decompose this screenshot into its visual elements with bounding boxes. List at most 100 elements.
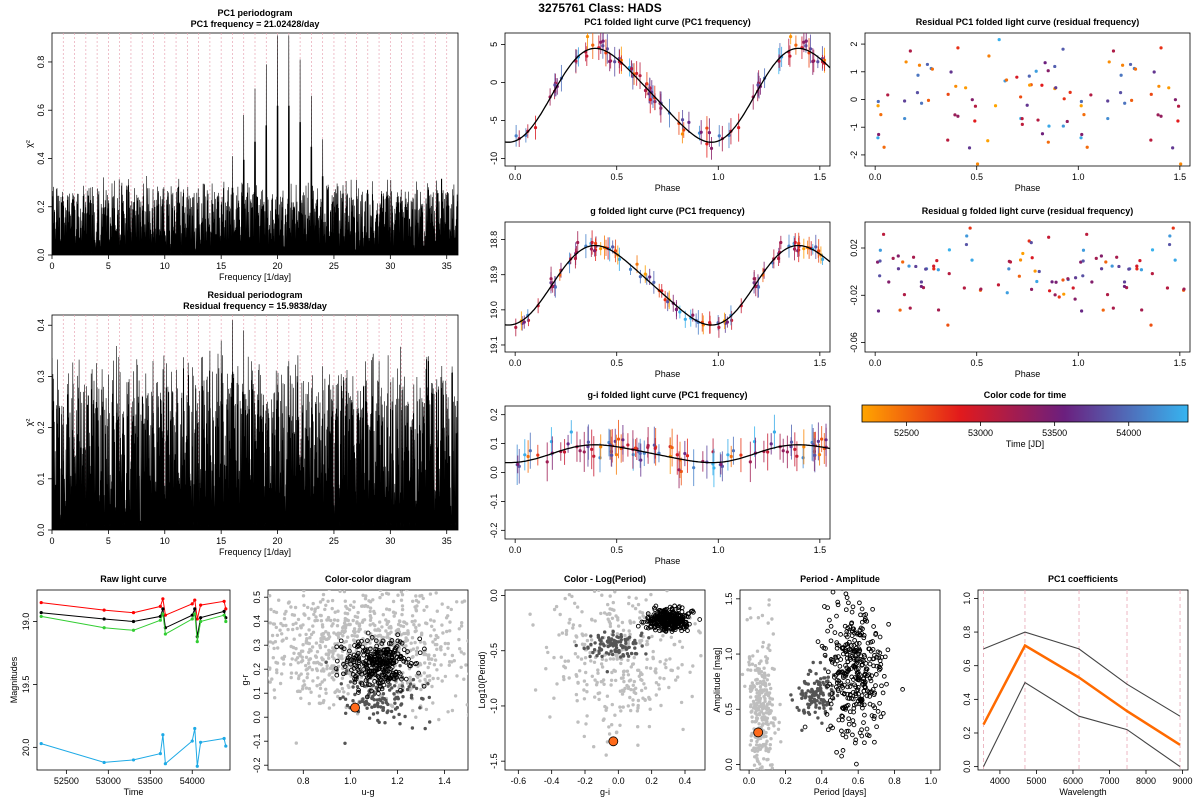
color-color-cluster-1-point-87 (343, 741, 347, 745)
period-amplitude-cluster-1-point-19 (818, 660, 823, 665)
residual-g-folded-point-18-1 (1117, 264, 1121, 269)
color-color-cluster-0-point-315 (450, 653, 455, 658)
color-color-cluster-2-point-198 (347, 653, 353, 659)
period-amplitude-cluster-1-point-103 (812, 697, 817, 701)
period-amplitude-cluster-0-point-32 (752, 772, 755, 775)
pc1-coefficients-series-0-line (982, 643, 1181, 746)
residual-g-folded-point-6-0 (996, 283, 1001, 287)
color-color-cluster-0-point-1 (400, 612, 404, 617)
color-color-cluster-0-point-837 (351, 638, 356, 642)
color-color-xtick-label-0: 0.8 (297, 776, 310, 786)
color-color-cluster-2-point-280 (406, 656, 411, 662)
pc1-folded-point-56-1 (804, 39, 808, 43)
period-amplitude-cluster-0-point-34 (749, 616, 753, 620)
period-amplitude-cluster-2-point-299 (835, 686, 841, 692)
residual-g-folded-point-25-0 (1050, 280, 1054, 284)
residual-g-folded-point-43-0 (896, 267, 901, 271)
residual-g-folded-point-23-0 (1007, 259, 1011, 263)
color-period-cluster-0-point-187 (552, 655, 556, 660)
gi-folded-point-15-0 (626, 443, 630, 447)
color-period-cluster-0-point-100 (584, 633, 588, 637)
color-period-cluster-0-point-214 (693, 622, 697, 626)
g-folded-point-64-0 (666, 300, 670, 304)
color-color-cluster-0-point-206 (278, 628, 282, 632)
color-color-cluster-2-point-7 (364, 694, 370, 700)
color-color-cluster-0-point-836 (414, 608, 418, 612)
period-amplitude-cluster-0-point-261 (758, 685, 763, 689)
color-color-cluster-0-point-452 (304, 655, 309, 659)
gi-folded-point-34-0 (536, 453, 540, 457)
period-amplitude-cluster-0-point-290 (749, 734, 753, 738)
color-period-cluster-2-point-128 (635, 623, 641, 629)
color-color-cluster-0-point-772 (497, 625, 500, 628)
color-color-cluster-0-point-624 (462, 599, 467, 603)
period-amplitude-cluster-1-point-67 (812, 681, 817, 685)
period-amplitude-cluster-0-point-79 (768, 648, 772, 653)
pc1-periodogram-ytick-label-1: 0.2 (36, 200, 46, 213)
residual-g-folded-point-19-0 (1029, 241, 1033, 245)
color-color-cluster-2-point-299 (352, 679, 358, 685)
color-color-cluster-0-point-853 (405, 638, 410, 642)
pc1-folded-point-44-0 (553, 83, 557, 87)
gi-folded-point-32-0 (638, 451, 642, 455)
residual-pc1-folded-point-47-0 (1043, 61, 1047, 65)
color-color-cluster-0-point-691 (406, 632, 410, 636)
color-period-cluster-1-point-87 (609, 649, 613, 653)
color-color-cluster-0-point-314 (273, 696, 277, 700)
color-color-cluster-0-point-532 (344, 639, 348, 644)
gi-folded-point-20-0 (616, 437, 621, 441)
color-period-cluster-1-point-60 (588, 654, 592, 659)
color-period-cluster-0-point-30 (563, 596, 567, 601)
period-amplitude-cluster-2-point-309 (841, 691, 847, 697)
period-amplitude-cluster-2-point-314 (830, 590, 836, 595)
color-period-xlabel: g-i (600, 787, 610, 797)
color-period-cluster-0-point-94 (579, 657, 584, 661)
color-period-cluster-0-point-342 (616, 618, 620, 622)
color-color-cluster-2-point-89 (373, 638, 379, 644)
g-folded-point-16-0 (708, 320, 712, 325)
color-color-cluster-0-point-195 (300, 687, 305, 691)
color-color-cluster-0-point-516 (446, 646, 450, 650)
period-amplitude-cluster-2-point-99 (868, 678, 874, 684)
color-period-cluster-0-point-305 (608, 657, 613, 661)
color-color-cluster-0-point-884 (443, 652, 447, 657)
color-color-cluster-0-point-512 (260, 634, 263, 637)
residual-g-folded-point-64-1 (1081, 259, 1085, 263)
residual-pc1-folded-point-11-0 (946, 138, 950, 142)
color-period-cluster-0-point-219 (651, 649, 655, 654)
gi-folded-point-64-1 (719, 462, 723, 466)
color-color-cluster-0-point-277 (336, 618, 340, 623)
color-period-xtick-label-1: -0.4 (544, 776, 560, 786)
color-color-cluster-0-point-635 (327, 648, 331, 653)
period-amplitude-cluster-0-point-92 (768, 776, 771, 779)
gi-folded-point-23-1 (772, 430, 777, 434)
color-color-cluster-0-point-479 (474, 645, 477, 648)
color-period-ytick-label-2: -1.0 (489, 698, 499, 714)
color-color-cluster-0-point-595 (319, 662, 323, 667)
color-color-cluster-0-point-185 (425, 605, 429, 609)
color-color-cluster-0-point-723 (280, 656, 284, 660)
period-amplitude-cluster-0-point-139 (750, 662, 755, 666)
color-period-cluster-1-point-66 (627, 645, 631, 649)
residual-g-folded-point-54-1 (1085, 232, 1089, 236)
color-color-cluster-2-point-217 (393, 647, 398, 653)
color-color-cluster-2-point-155 (363, 678, 369, 683)
color-color-cluster-0-point-807 (274, 610, 279, 615)
period-amplitude-cluster-2-point-271 (828, 701, 834, 707)
residual-g-folded-point-28-1 (1110, 264, 1114, 268)
color-color-cluster-0-point-216 (343, 599, 347, 603)
period-amplitude-cluster-1-point-86 (822, 699, 827, 703)
color-color-cluster-0-point-661 (226, 676, 229, 679)
residual-g-folded-point-34-0 (932, 264, 936, 268)
color-color-cluster-0-point-498 (332, 631, 336, 635)
color-color-cluster-0-point-378 (341, 625, 346, 629)
pc1-coefficients-ytick-label-3: 0.6 (962, 659, 972, 672)
pc1-folded-point-2-0 (514, 134, 518, 138)
color-period-cluster-2-point-267 (657, 628, 663, 634)
gi-folded-point-57-0 (545, 460, 549, 464)
g-folded-point-49-1 (725, 320, 730, 324)
period-amplitude-cluster-0-point-242 (758, 704, 762, 709)
color-color-cluster-2-point-77 (395, 632, 401, 638)
residual-g-folded-point-14-0 (1035, 279, 1039, 284)
color-color-cluster-0-point-54 (294, 621, 298, 625)
